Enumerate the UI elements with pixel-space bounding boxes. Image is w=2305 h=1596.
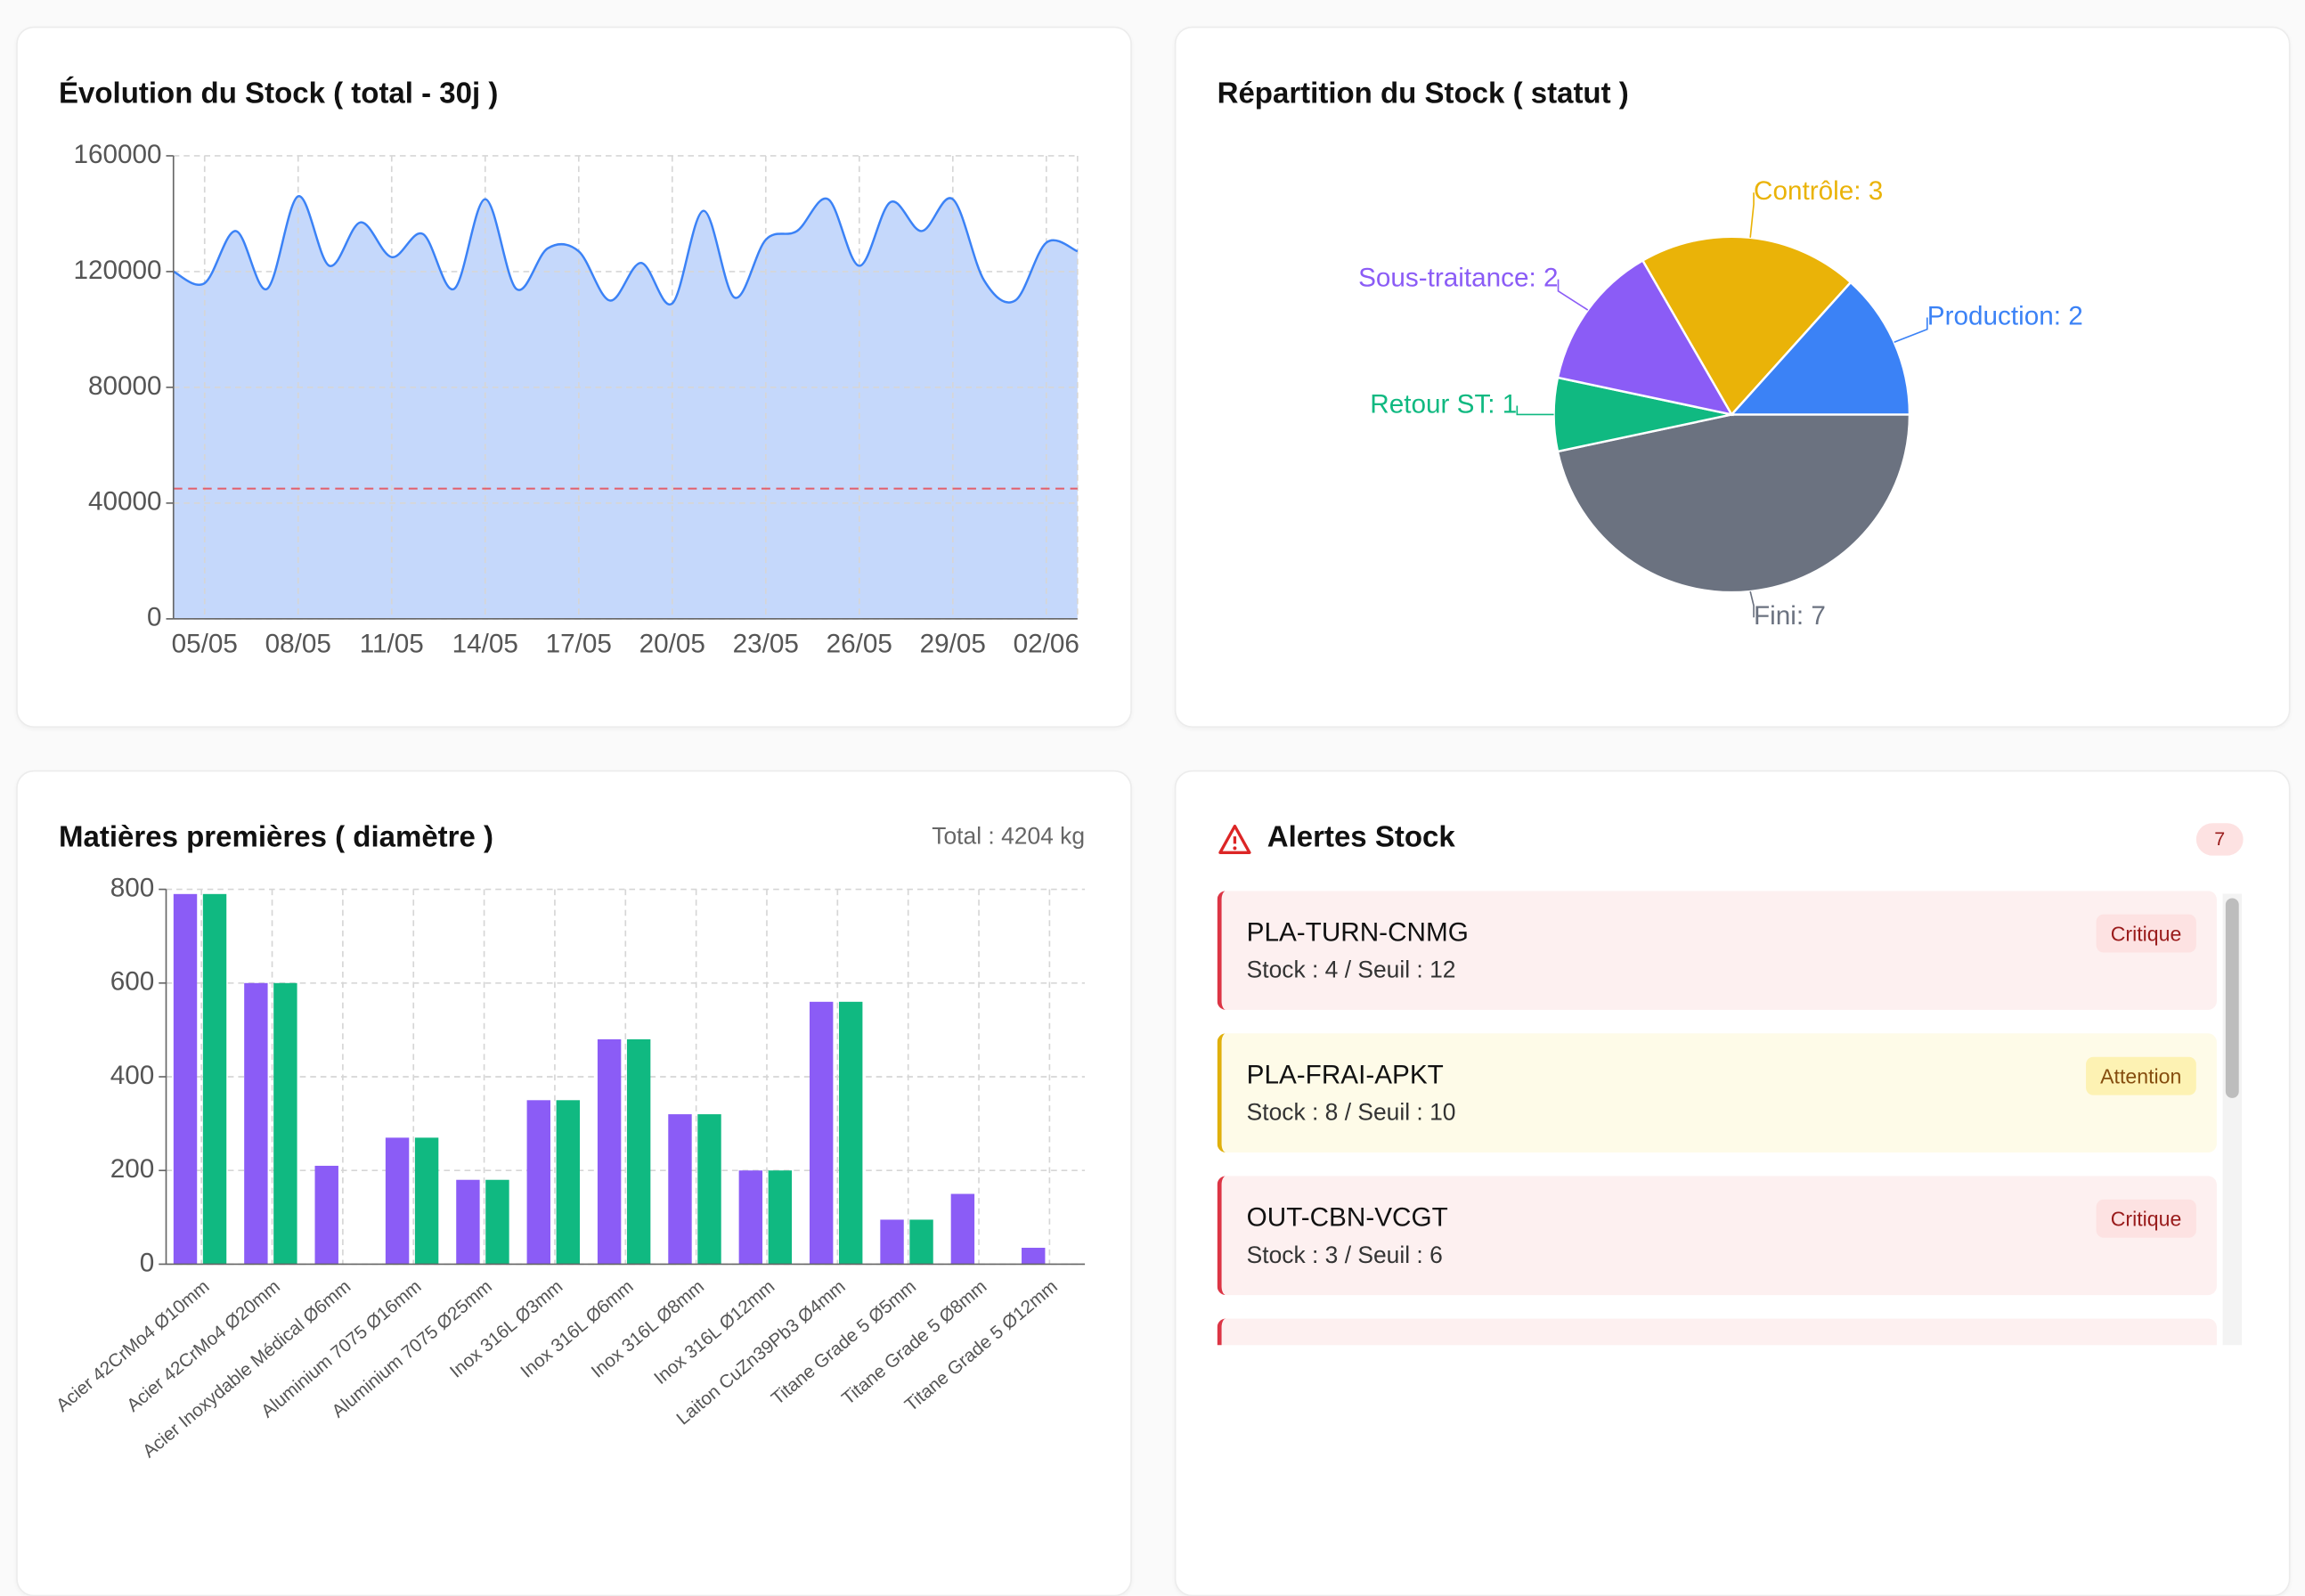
count-badge: 7 <box>2195 823 2244 856</box>
x-tick-label: 11/05 <box>360 629 424 658</box>
y-tick-label: 80000 <box>88 371 162 401</box>
pie-label: Retour ST: 1 <box>1370 389 1517 419</box>
charts: 0 40000 80000 120000 160000 05/05 08/05 11/05 14… <box>53 140 2083 1462</box>
bar <box>597 1038 622 1265</box>
bar <box>838 1001 863 1265</box>
bar <box>909 1219 933 1265</box>
leader-line <box>1516 405 1554 416</box>
x-tick-label: 05/05 <box>172 629 238 658</box>
x-tick-label: 26/05 <box>827 629 892 658</box>
bar <box>485 1179 509 1265</box>
bar <box>526 1100 550 1265</box>
line <box>173 195 1079 306</box>
pie-slice <box>1556 258 1734 417</box>
bar <box>950 1193 975 1265</box>
bar <box>668 1114 692 1265</box>
bar <box>626 1038 651 1265</box>
y-tick-label: 40000 <box>88 487 162 517</box>
subtitle: Total : 4204 kg <box>932 824 1086 850</box>
x-tick-label: 08/05 <box>265 629 331 658</box>
bar <box>697 1114 721 1265</box>
leader-line <box>1749 192 1755 238</box>
x-tick-label: 23/05 <box>733 629 799 658</box>
pie-label: Production: 2 <box>1927 301 2083 330</box>
card-title: Évolution du Stock ( total - 30j ) <box>59 77 499 110</box>
alert-item <box>1217 1318 2217 1346</box>
alert-code: PLA-FRAI-APKT <box>1246 1060 1444 1090</box>
bar <box>273 982 297 1265</box>
bar <box>880 1219 904 1265</box>
y-tick-label: 0 <box>147 603 162 632</box>
leader-line <box>1894 317 1928 343</box>
bar <box>385 1137 410 1265</box>
bar <box>1022 1248 1046 1265</box>
bar <box>809 1001 834 1265</box>
bar <box>556 1100 580 1265</box>
x-tick-label: 29/05 <box>920 629 986 658</box>
y-tick-label: 600 <box>110 967 155 997</box>
pie-label: Fini: 7 <box>1754 601 1826 631</box>
pie-slice <box>1729 281 1911 416</box>
pie-label: Contrôle: 3 <box>1754 176 1883 206</box>
y-tick-label: 800 <box>110 873 155 902</box>
card-title: Matières premières ( diamètre ) <box>59 821 494 854</box>
status-badge: Critique <box>2096 1199 2196 1238</box>
alert-item: PLA-TURN-CNMG Stock : 4 / Seuil : 12 Criti… <box>1217 891 2217 1010</box>
y-tick-label: 120000 <box>73 256 161 285</box>
scrollbar <box>2222 893 2243 1346</box>
y-tick-label: 160000 <box>73 140 161 169</box>
bar <box>202 893 227 1265</box>
dashboard: Évolution du Stock ( total - 30j ) Répar… <box>16 26 2291 1596</box>
x-tick-label: 02/06 <box>1014 629 1079 658</box>
alert-detail: Stock : 8 / Seuil : 10 <box>1246 1101 1456 1127</box>
card-title: Répartition du Stock ( statut ) <box>1217 77 1629 110</box>
alert-item: PLA-FRAI-APKT Stock : 8 / Seuil : 10 Atten… <box>1217 1033 2217 1152</box>
x-tick-label: 20/05 <box>639 629 705 658</box>
y-tick-label: 200 <box>110 1154 155 1184</box>
status-badge: Attention <box>2085 1056 2196 1095</box>
alert-detail: Stock : 3 / Seuil : 6 <box>1246 1243 1443 1269</box>
x-tick-label: Inox 316L Ø12mm <box>650 1276 778 1388</box>
status-badge: Critique <box>2096 914 2196 953</box>
pie-slice <box>1641 235 1853 417</box>
card-title: Alertes Stock <box>1267 821 1455 854</box>
y-tick-label: 0 <box>140 1248 155 1277</box>
bar <box>738 1170 763 1265</box>
leader-line <box>1557 279 1589 311</box>
y-tick-label: 400 <box>110 1061 155 1090</box>
leader-line <box>1749 590 1755 618</box>
bar <box>244 982 268 1265</box>
alert-detail: Stock : 4 / Seuil : 12 <box>1246 958 1456 984</box>
alert-list: PLA-TURN-CNMG Stock : 4 / Seuil : 12 Criti… <box>1217 891 2217 1346</box>
alert-code: OUT-CBN-VCGT <box>1246 1202 1448 1233</box>
alert-item: OUT-CBN-VCGT Stock : 3 / Seuil : 6 Critiqu… <box>1217 1176 2217 1296</box>
pie-label: Sous-traitance: 2 <box>1358 263 1558 292</box>
bar <box>314 1165 338 1265</box>
warning-icon <box>1218 824 1251 854</box>
bar <box>768 1170 793 1265</box>
bar <box>456 1179 480 1265</box>
x-tick-label: 14/05 <box>452 629 518 658</box>
alert-code: PLA-TURN-CNMG <box>1246 916 1469 947</box>
bar <box>414 1137 439 1265</box>
bar <box>173 893 198 1265</box>
area <box>173 196 1078 619</box>
x-tick-label: 17/05 <box>546 629 612 658</box>
